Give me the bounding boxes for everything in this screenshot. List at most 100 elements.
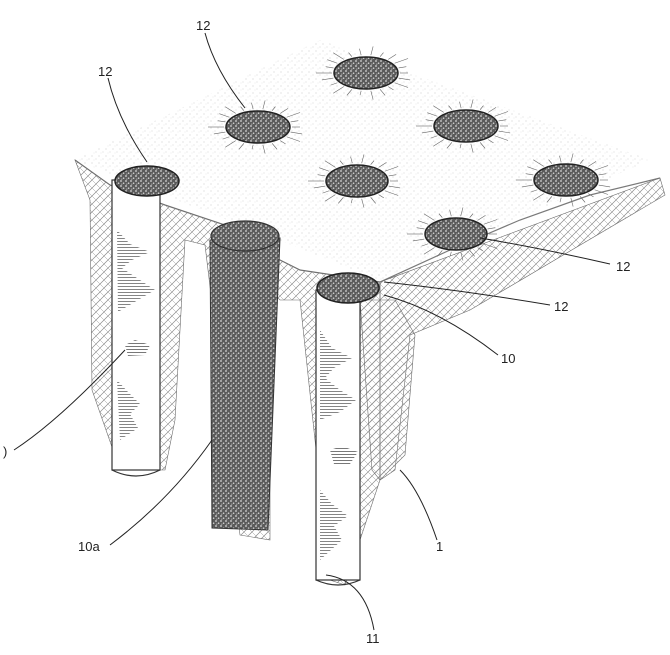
label-12-right: 12 [616, 259, 630, 274]
hairline [324, 194, 336, 202]
hairline [370, 46, 374, 56]
hairline [459, 101, 462, 109]
hairline [333, 52, 344, 60]
hairline [290, 120, 299, 123]
hairline [213, 131, 226, 135]
hairline [477, 247, 484, 252]
drain-hole-fill [424, 217, 488, 251]
leader-12-left [107, 77, 148, 163]
drain-hole-fill [325, 164, 389, 198]
drain-holes [208, 46, 611, 261]
hairline [361, 154, 365, 164]
hairline [290, 131, 303, 135]
hairline [483, 243, 498, 249]
hairline [384, 166, 399, 172]
hairline [286, 112, 301, 118]
hairline [423, 247, 435, 255]
hairline [479, 142, 486, 149]
hairline [280, 108, 289, 114]
leader-11 [325, 574, 375, 631]
hairline [525, 173, 534, 176]
hairline [313, 185, 326, 189]
hairline [588, 161, 597, 167]
hairline [433, 105, 444, 113]
hairline [378, 162, 387, 168]
pile-left [111, 165, 180, 477]
hairline [286, 136, 301, 142]
hairline [533, 193, 544, 201]
hairline [579, 159, 584, 164]
hairline [359, 48, 362, 56]
hairline [330, 82, 338, 86]
hairline [338, 197, 344, 204]
hairline [533, 159, 544, 167]
hairline [530, 189, 538, 193]
hairline [225, 140, 236, 148]
leader-10 [383, 294, 499, 356]
hairline [346, 89, 353, 96]
hairline [370, 197, 376, 204]
label-12-front: 12 [554, 299, 568, 314]
label-10: 10 [501, 351, 515, 366]
soil-section-front [359, 299, 416, 481]
hairline [321, 77, 334, 81]
hairline [449, 209, 452, 217]
hairline [483, 219, 498, 225]
hairline [418, 220, 429, 225]
hairline [521, 184, 534, 188]
hairline [348, 52, 353, 57]
hairline [527, 166, 538, 171]
leader-1 [399, 469, 438, 541]
leader-10a [109, 439, 213, 546]
hairline [384, 190, 399, 196]
hairline [548, 159, 553, 164]
hairline [430, 135, 438, 139]
label-12-left: 12 [98, 64, 112, 79]
hairline [317, 174, 326, 177]
hairline [546, 196, 553, 203]
hairline [449, 251, 452, 257]
pile-right [315, 272, 380, 586]
hairline [280, 140, 286, 145]
hairline [498, 130, 511, 134]
gravel-column [209, 220, 281, 531]
drain-hole-6 [407, 207, 500, 261]
hairline [460, 207, 464, 217]
hairline [262, 144, 266, 154]
hairline [469, 250, 475, 257]
hairline [598, 173, 607, 176]
hairline [398, 66, 407, 69]
hairline [361, 198, 365, 208]
hairline [388, 174, 397, 177]
hairline [494, 135, 509, 141]
hairline [325, 66, 334, 69]
hairline [225, 106, 236, 114]
label-left-cut: ) [3, 444, 7, 459]
hairline [370, 160, 375, 165]
hairline [470, 99, 474, 109]
hairline [470, 143, 474, 153]
hairline [479, 105, 484, 110]
hairline [379, 52, 384, 57]
hairline [421, 243, 429, 247]
drain-hole-fill [225, 110, 291, 144]
hairline [378, 194, 385, 199]
hairline [271, 106, 276, 111]
hairline [388, 54, 397, 60]
label-1: 1 [436, 539, 443, 554]
drain-hole-fill [433, 109, 499, 143]
soil-section-right [379, 177, 666, 481]
hairline [427, 112, 438, 117]
hairline [460, 251, 464, 261]
drain-hole-fill [533, 163, 599, 197]
hairline [469, 213, 474, 218]
hairline [350, 198, 353, 204]
hairline [394, 82, 409, 88]
hairline [251, 144, 254, 150]
leader-12-top [204, 32, 246, 109]
drain-hole-1 [316, 46, 411, 100]
hairline [579, 196, 586, 203]
hairline [594, 189, 609, 195]
